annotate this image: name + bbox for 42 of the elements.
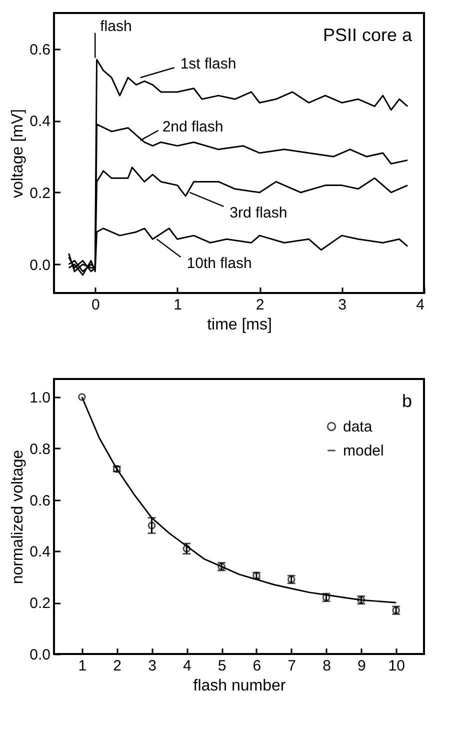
x-tick-label: 1 bbox=[174, 296, 182, 314]
x-tick-label: 2 bbox=[256, 296, 264, 314]
x-tick-label: 6 bbox=[252, 658, 262, 674]
y-tick-label: 1.0 bbox=[30, 389, 50, 406]
legend-label: model bbox=[343, 442, 384, 460]
line-series bbox=[68, 58, 408, 272]
x-tick-label: 7 bbox=[288, 658, 296, 674]
x-tick-label: 3 bbox=[338, 296, 346, 314]
x-tick-label: 4 bbox=[416, 296, 424, 314]
y-axis-title: voltage [mV] bbox=[10, 109, 27, 198]
annotation: flash bbox=[100, 18, 132, 35]
x-tick-label: 9 bbox=[358, 658, 366, 674]
x-tick-label: 4 bbox=[182, 658, 192, 674]
y-tick-label: 0.8 bbox=[30, 440, 50, 458]
x-tick-label: 5 bbox=[218, 658, 226, 674]
x-tick-label: 1 bbox=[78, 658, 87, 674]
annotation: 1st flash bbox=[180, 56, 236, 73]
y-tick-label: 0.2 bbox=[30, 595, 50, 612]
y-axis-title: normalized voltage bbox=[10, 450, 27, 584]
point bbox=[182, 544, 191, 553]
x-tick-label: 8 bbox=[322, 658, 331, 674]
y-tick-label: 0.4 bbox=[30, 544, 50, 561]
annotation: 2nd flash bbox=[162, 118, 224, 136]
y-tick-label: 0.6 bbox=[30, 492, 50, 510]
legend-label: data bbox=[343, 418, 373, 436]
annotation: b bbox=[402, 391, 412, 411]
x-tick-label: 10 bbox=[388, 658, 405, 674]
x-tick-label: 2 bbox=[113, 658, 122, 674]
annotation: 10th flash bbox=[186, 255, 252, 272]
y-tick-label: 0.0 bbox=[30, 256, 50, 274]
annotation: 3rd flash bbox=[230, 204, 288, 222]
y-tick-label: 0.2 bbox=[30, 184, 50, 202]
x-axis-title: time [ms] bbox=[207, 316, 272, 334]
x-axis-title: flash number bbox=[193, 678, 286, 694]
text: PSII core a bbox=[322, 25, 412, 45]
point bbox=[148, 522, 156, 530]
y-tick-label: 0.4 bbox=[30, 113, 50, 130]
y-tick-label: 0.6 bbox=[30, 41, 50, 58]
x-tick-label: 0 bbox=[91, 296, 100, 314]
line-series bbox=[81, 396, 397, 604]
y-tick-label: 0.0 bbox=[30, 646, 50, 664]
x-tick-label: 3 bbox=[148, 658, 156, 674]
